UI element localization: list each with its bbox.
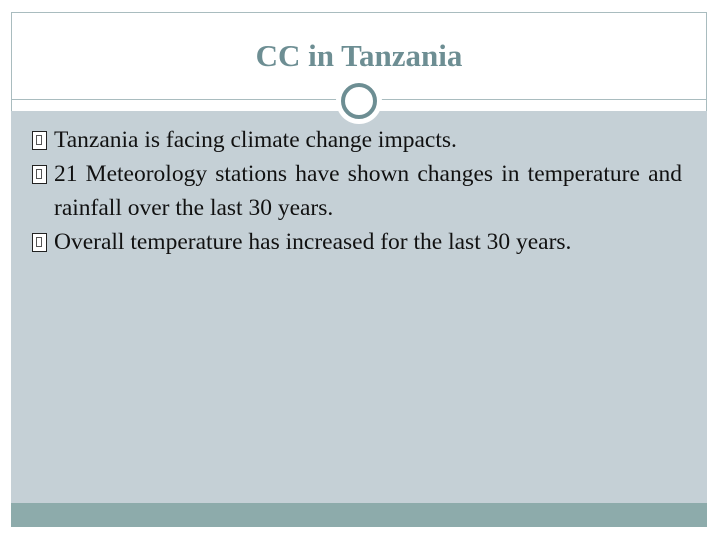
bullet-item: 21 Meteorology stations have shown chang… bbox=[32, 157, 682, 225]
bullet-box-icon bbox=[32, 131, 47, 150]
footer-band bbox=[11, 503, 707, 527]
content-panel bbox=[11, 111, 707, 503]
bullet-text: Tanzania is facing climate change impact… bbox=[54, 127, 457, 153]
slide-title: CC in Tanzania bbox=[255, 38, 463, 73]
bullet-list: Tanzania is facing climate change impact… bbox=[32, 123, 682, 259]
bullet-box-icon bbox=[32, 165, 47, 184]
circle-ring-icon bbox=[336, 78, 382, 124]
bullet-item: Overall temperature has increased for th… bbox=[32, 225, 682, 259]
bullet-box-icon bbox=[32, 233, 47, 252]
bullet-text: 21 Meteorology stations have shown chang… bbox=[54, 161, 682, 221]
bullet-item: Tanzania is facing climate change impact… bbox=[32, 123, 682, 157]
bullet-text: Overall temperature has increased for th… bbox=[54, 229, 572, 255]
